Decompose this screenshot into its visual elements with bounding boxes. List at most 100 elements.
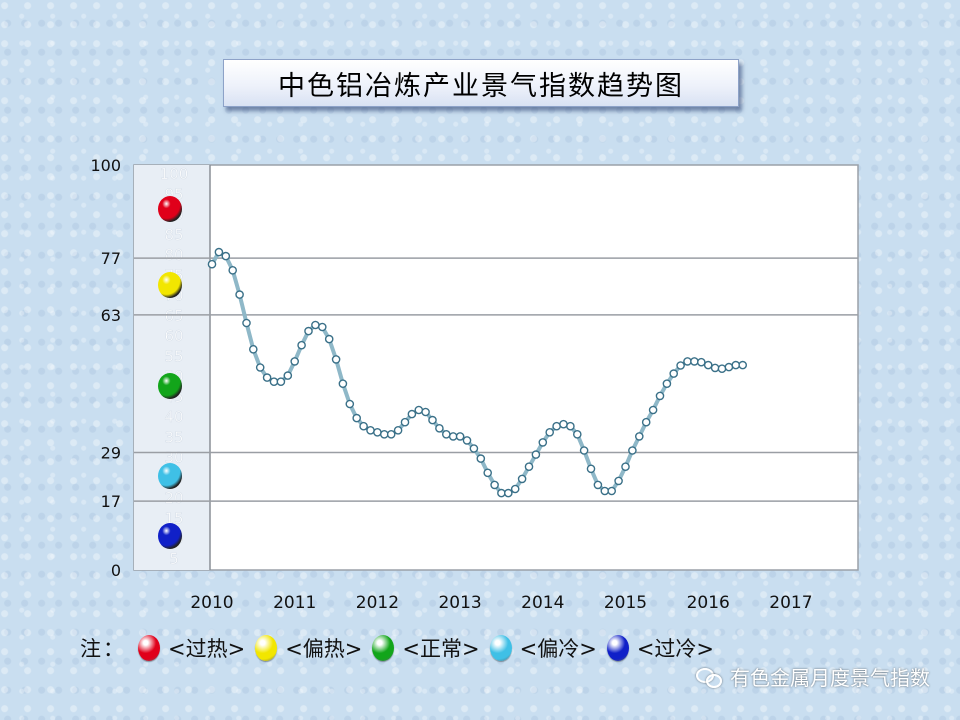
legend-item-cool: <偏冷> xyxy=(489,633,597,663)
scale-tick-label: 40 xyxy=(164,408,183,426)
data-point xyxy=(386,429,396,439)
data-point xyxy=(635,432,644,441)
legend-note: 注： xyxy=(80,637,126,661)
data-point xyxy=(352,413,362,423)
zone-ball-1 xyxy=(158,272,182,298)
data-point xyxy=(593,480,603,490)
scale-tick-label: 55 xyxy=(164,347,183,365)
legend-label-overheat: <过热> xyxy=(168,637,246,661)
data-point xyxy=(710,363,720,373)
data-point xyxy=(379,429,389,439)
data-point xyxy=(469,444,479,453)
legend-label-overcool: <过冷> xyxy=(636,637,715,661)
y-tick-label: 17 xyxy=(101,492,121,511)
data-point xyxy=(531,450,541,459)
data-point xyxy=(655,391,665,401)
data-point xyxy=(566,421,575,431)
legend-label-normal: <正常> xyxy=(402,637,480,661)
data-point xyxy=(559,419,568,429)
legend-item-overheat: <过热> xyxy=(138,633,245,663)
data-point xyxy=(235,290,244,299)
data-point xyxy=(421,407,430,417)
legend: 注： <过热> <偏热> <正常> <偏冷> <过冷> xyxy=(80,630,724,666)
watermark-text: 有色金属月度景气指数 xyxy=(730,666,930,690)
data-point xyxy=(552,421,561,431)
data-point xyxy=(614,476,623,486)
x-tick-label: 2015 xyxy=(604,593,647,613)
data-point xyxy=(221,251,231,261)
data-point xyxy=(497,488,506,498)
data-point xyxy=(441,429,451,439)
data-point xyxy=(414,405,424,415)
data-point xyxy=(297,340,306,350)
scale-tick-label: 15 xyxy=(164,509,183,527)
legend-item-warm: <偏热> xyxy=(255,633,362,663)
data-point xyxy=(621,462,630,472)
data-point xyxy=(255,363,265,372)
x-tick-label: 2010 xyxy=(190,593,233,613)
data-point xyxy=(455,432,465,441)
data-point xyxy=(586,464,596,474)
data-point xyxy=(690,357,699,366)
data-point xyxy=(600,486,610,496)
data-point xyxy=(304,326,313,336)
scale-tick-label: 60 xyxy=(164,327,183,345)
data-point xyxy=(579,446,589,455)
scale-tick-label: 65 xyxy=(164,307,183,325)
data-point xyxy=(648,405,658,415)
data-point xyxy=(717,364,727,374)
zone-ball-2 xyxy=(158,373,182,399)
data-point xyxy=(324,334,334,344)
x-tick-label: 2016 xyxy=(687,593,730,613)
zone-strip xyxy=(134,165,210,570)
watermark: 有色金属月度景气指数 xyxy=(696,662,930,691)
data-point xyxy=(676,361,685,370)
scale-tick-label: 100 xyxy=(160,165,189,183)
y-tick-label: 77 xyxy=(101,249,121,268)
data-point xyxy=(373,427,382,437)
data-point xyxy=(573,429,582,439)
zone-ball-3 xyxy=(158,463,182,489)
data-point xyxy=(290,357,300,366)
data-point xyxy=(628,446,637,455)
data-point xyxy=(400,417,410,427)
x-tick-label: 2012 xyxy=(356,593,399,613)
data-point xyxy=(393,425,403,435)
x-tick-label: 2011 xyxy=(273,593,316,613)
data-point xyxy=(703,360,713,370)
zone-ball-0 xyxy=(158,196,182,222)
data-point xyxy=(731,360,741,370)
data-point xyxy=(276,377,286,387)
data-point xyxy=(503,488,513,498)
chart-title: 中色铝冶炼产业景气指数趋势图 xyxy=(223,59,739,107)
data-point xyxy=(490,480,499,490)
data-point xyxy=(738,360,748,370)
data-point xyxy=(724,362,734,372)
x-tick-label: 2014 xyxy=(521,593,564,613)
data-point xyxy=(269,377,279,387)
data-point xyxy=(207,259,217,269)
y-tick-label: 0 xyxy=(111,561,121,580)
data-point xyxy=(345,399,355,409)
data-point xyxy=(359,421,368,431)
data-point xyxy=(669,369,679,378)
scale-tick-label: 35 xyxy=(164,428,183,446)
x-tick-label: 2017 xyxy=(769,593,812,613)
data-point xyxy=(545,427,555,437)
scale-tick-label: 20 xyxy=(164,489,183,507)
data-point xyxy=(510,484,520,494)
yellow-ball-icon xyxy=(255,635,278,661)
data-point xyxy=(228,265,237,275)
data-point xyxy=(248,344,258,354)
scale-tick-label: 5 xyxy=(169,550,179,568)
blue-ball-icon xyxy=(606,635,629,661)
data-point xyxy=(262,373,272,382)
data-point xyxy=(517,474,527,484)
data-point xyxy=(407,409,417,419)
data-point xyxy=(476,454,486,463)
legend-label-cool: <偏冷> xyxy=(519,637,597,661)
scale-tick-label: 80 xyxy=(164,246,183,264)
data-point xyxy=(338,379,348,389)
plot-area xyxy=(133,164,859,571)
